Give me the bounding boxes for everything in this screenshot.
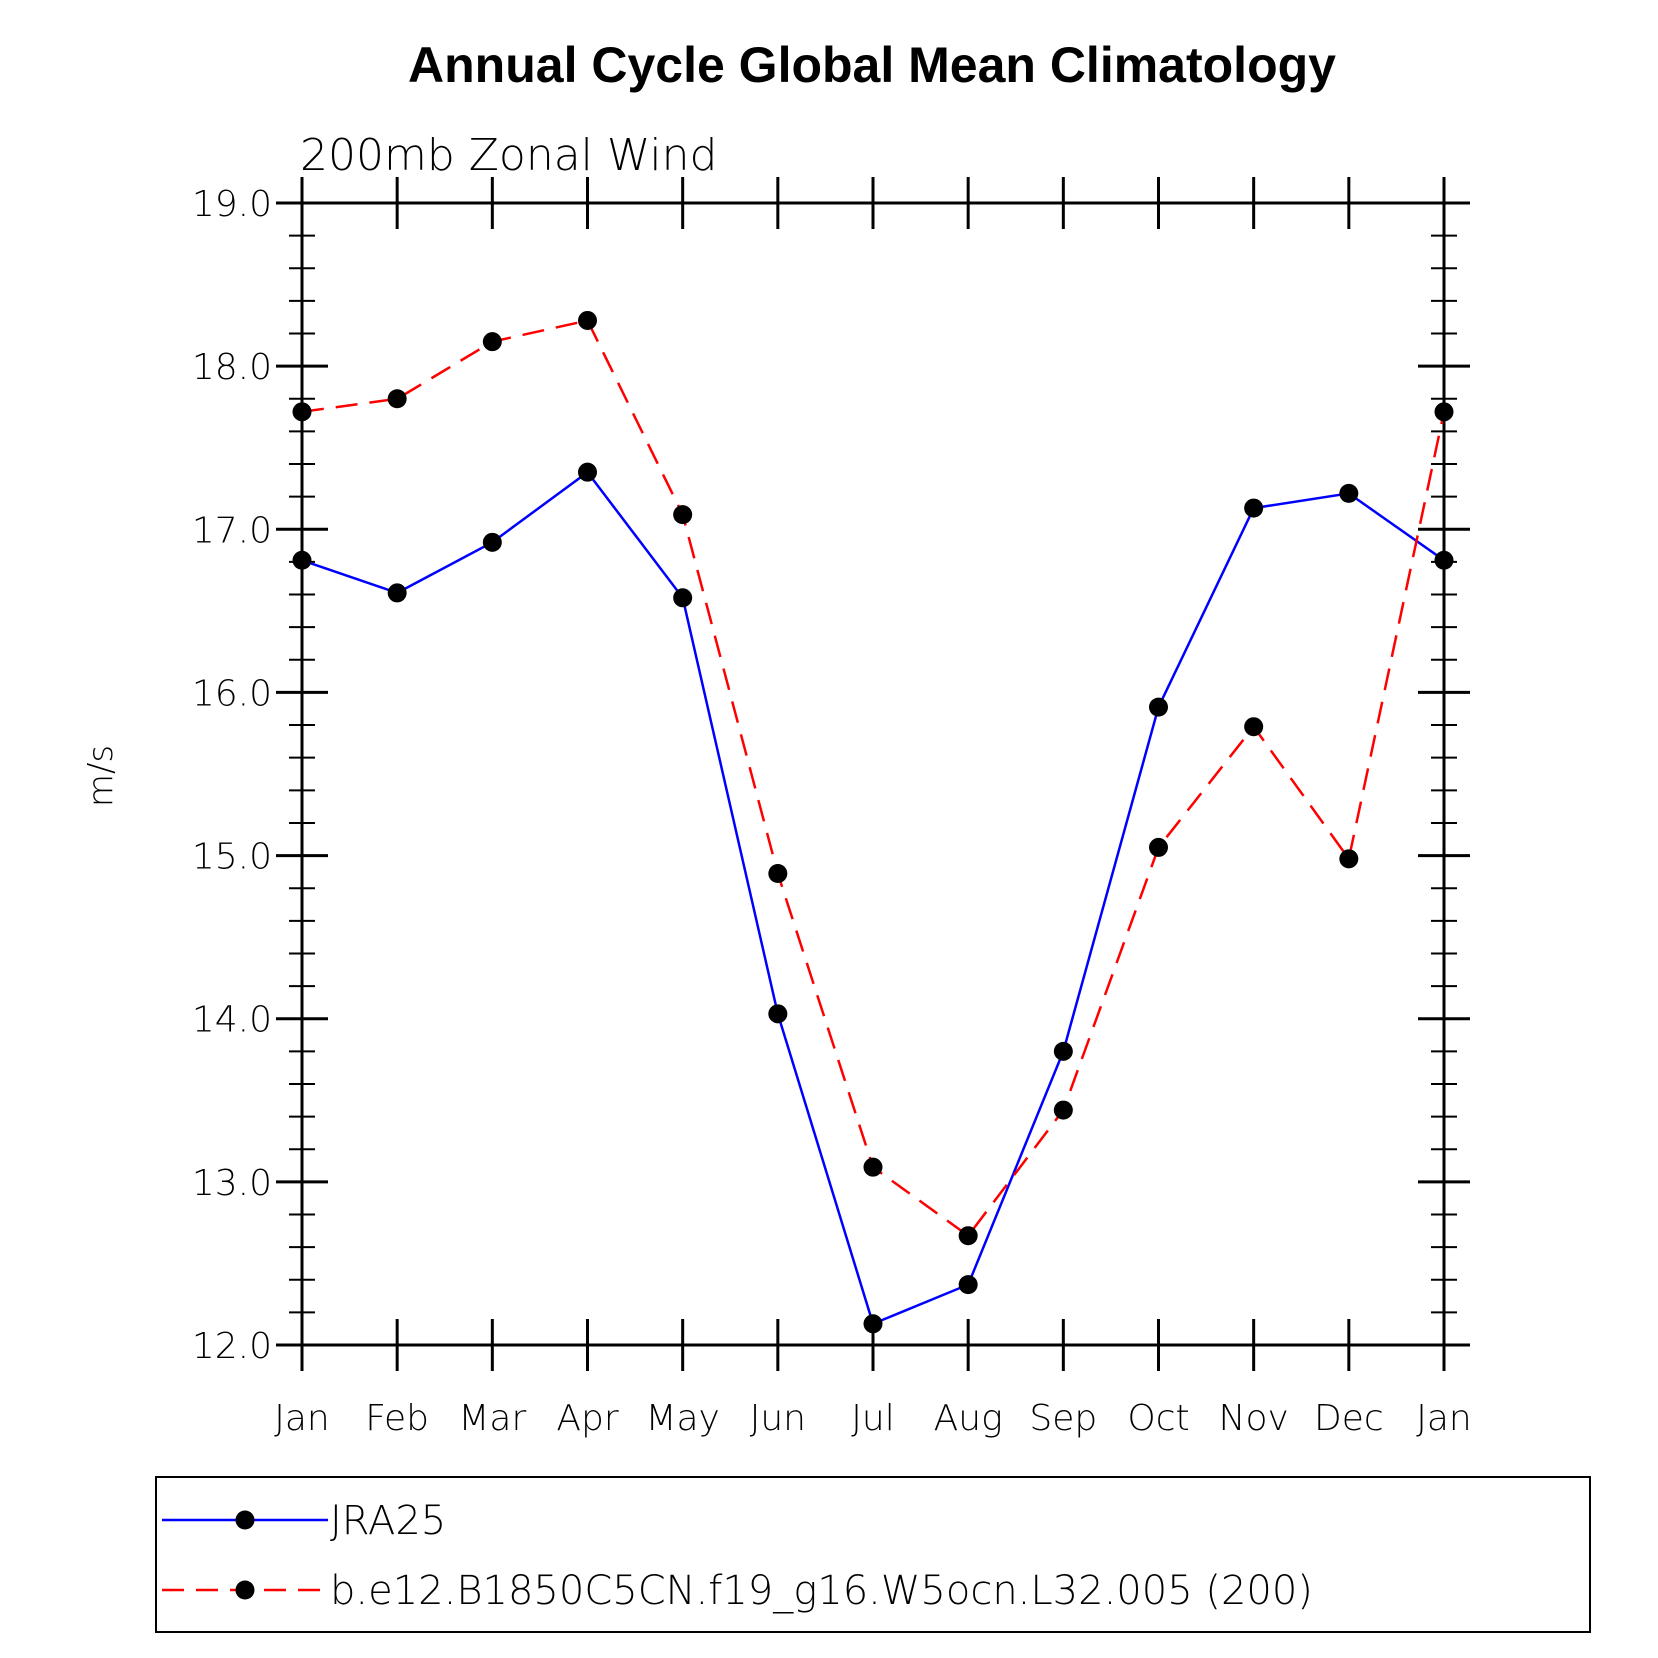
data-point — [292, 550, 312, 570]
y-tick-labels: 12.0 13.0 14.0 15.0 16.0 17.0 18.0 19.0 — [192, 184, 272, 1367]
data-point — [863, 1314, 883, 1334]
chart-subtitle: 200mb Zonal Wind — [300, 130, 717, 181]
data-point — [1339, 849, 1359, 869]
data-point — [387, 389, 407, 409]
data-point — [1053, 1100, 1073, 1120]
legend-marker — [235, 1510, 255, 1530]
y-tick-label: 17.0 — [192, 510, 272, 551]
legend: JRA25 b.e12.B1850C5CN.f19_g16.W5ocn.L32.0… — [162, 1498, 1313, 1614]
data-point — [673, 505, 693, 525]
series-group — [292, 310, 1454, 1334]
series-line-0 — [301, 470, 1445, 1326]
data-point — [673, 588, 693, 608]
y-tick-label: 19.0 — [192, 184, 272, 225]
data-point — [1434, 550, 1454, 570]
data-point — [578, 310, 597, 330]
data-point — [387, 583, 407, 603]
data-point — [958, 1226, 978, 1246]
data-point — [958, 1275, 978, 1295]
x-tick-labels: Jan Feb Mar Apr May Jun Jul Aug Sep Oct Nov Dec Jan — [274, 1398, 1472, 1439]
data-point — [1339, 483, 1359, 503]
legend-marker — [235, 1580, 255, 1600]
chart-title: Annual Cycle Global Mean Climatology — [408, 37, 1336, 93]
y-tick-label: 12.0 — [192, 1326, 272, 1367]
y-tick-label: 13.0 — [192, 1163, 272, 1204]
x-tick-label: Sep — [1029, 1398, 1097, 1439]
y-tick-label: 16.0 — [192, 673, 272, 714]
data-point — [1244, 717, 1264, 737]
x-tick-label: Mar — [458, 1398, 526, 1439]
data-point — [482, 532, 502, 552]
legend-label: b.e12.B1850C5CN.f19_g16.W5ocn.L32.005 (2… — [330, 1568, 1313, 1614]
data-point — [863, 1157, 883, 1177]
x-tick-label: Feb — [365, 1398, 429, 1439]
data-point — [768, 864, 788, 884]
series-line-1 — [301, 319, 1446, 1238]
data-point — [1149, 697, 1168, 717]
y-tick-label: 14.0 — [192, 1000, 272, 1041]
data-point — [578, 462, 597, 482]
axis-ticks — [276, 177, 1470, 1371]
x-tick-label: Jan — [1416, 1398, 1472, 1439]
data-point — [768, 1004, 788, 1024]
data-point — [292, 402, 312, 422]
x-tick-label: Aug — [934, 1398, 1003, 1439]
x-tick-label: May — [645, 1398, 719, 1439]
data-point — [1434, 402, 1454, 422]
x-tick-label: Apr — [556, 1398, 618, 1439]
x-tick-label: Dec — [1314, 1398, 1384, 1439]
legend-box — [155, 1476, 1591, 1633]
y-tick-label: 18.0 — [192, 347, 272, 388]
x-tick-label: Jul — [851, 1398, 894, 1439]
x-tick-label: Jan — [274, 1398, 330, 1439]
x-tick-label: Jun — [750, 1398, 806, 1439]
y-axis-title: m/s — [81, 745, 121, 807]
x-tick-label: Nov — [1219, 1398, 1289, 1439]
data-point — [1053, 1041, 1073, 1061]
data-point — [1149, 837, 1168, 857]
data-point — [482, 332, 502, 352]
data-point — [1244, 498, 1264, 518]
y-tick-label: 15.0 — [192, 837, 272, 878]
legend-label: JRA25 — [330, 1498, 446, 1544]
x-tick-label: Oct — [1127, 1398, 1189, 1439]
